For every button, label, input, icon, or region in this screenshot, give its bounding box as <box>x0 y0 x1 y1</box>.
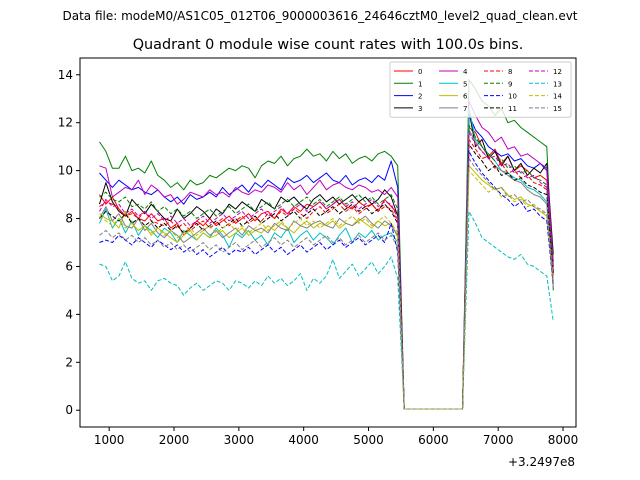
x-tick-label: 4000 <box>288 433 319 447</box>
legend-label-12: 12 <box>553 68 562 76</box>
legend-label-4: 4 <box>463 68 468 76</box>
x-tick-label: 1000 <box>94 433 125 447</box>
x-axis-offset-label: +3.2497e8 <box>508 455 575 469</box>
legend-label-5: 5 <box>463 80 467 88</box>
legend-label-9: 9 <box>508 80 512 88</box>
y-tick-label: 12 <box>58 116 73 130</box>
plot-frame <box>79 57 577 428</box>
y-tick-label: 8 <box>65 212 73 226</box>
legend-label-8: 8 <box>508 68 512 76</box>
legend-label-7: 7 <box>463 105 467 113</box>
series-line-2 <box>99 115 554 410</box>
y-tick-label: 2 <box>65 355 73 369</box>
series-line-7 <box>99 129 554 410</box>
x-tick-label: 2000 <box>159 433 190 447</box>
legend-label-1: 1 <box>418 80 422 88</box>
x-tick-label: 7000 <box>483 433 514 447</box>
y-axis: 0 2 4 6 8 10 12 14 <box>58 68 80 417</box>
y-tick-label: 4 <box>65 307 73 321</box>
legend-label-6: 6 <box>463 93 468 101</box>
x-tick-label: 8000 <box>548 433 579 447</box>
y-tick-label: 10 <box>58 164 73 178</box>
legend-label-14: 14 <box>553 93 562 101</box>
y-tick-label: 6 <box>65 259 73 273</box>
y-tick-label: 14 <box>58 68 73 82</box>
x-axis: 1000 2000 3000 4000 5000 6000 7000 8000 <box>94 427 578 447</box>
series-line-13 <box>99 210 554 410</box>
x-tick-label: 5000 <box>353 433 384 447</box>
series-line-14 <box>99 170 554 410</box>
legend-label-2: 2 <box>418 93 422 101</box>
legend-label-13: 13 <box>553 80 562 88</box>
series-line-11 <box>99 143 554 410</box>
legend-label-10: 10 <box>508 93 517 101</box>
legend-label-0: 0 <box>418 68 422 76</box>
chart-title: Quadrant 0 module wise count rates with … <box>133 37 524 53</box>
series-line-15 <box>99 158 554 410</box>
series-line-0 <box>99 127 554 410</box>
y-tick-label: 0 <box>65 403 73 417</box>
figure-suptitle: Data file: modeM0/AS1C05_012T06_90000036… <box>62 9 577 23</box>
series-line-5 <box>99 107 554 410</box>
x-tick-label: 6000 <box>418 433 449 447</box>
legend-label-15: 15 <box>553 105 562 113</box>
legend-label-11: 11 <box>508 105 517 113</box>
x-tick-label: 3000 <box>224 433 255 447</box>
series-line-10 <box>99 150 554 410</box>
series-line-12 <box>99 131 554 410</box>
legend-label-3: 3 <box>418 105 422 113</box>
series-line-4 <box>99 100 554 410</box>
series-line-8 <box>99 139 554 410</box>
legend-box <box>389 61 572 118</box>
series-layer <box>99 79 554 410</box>
series-line-9 <box>99 124 554 410</box>
